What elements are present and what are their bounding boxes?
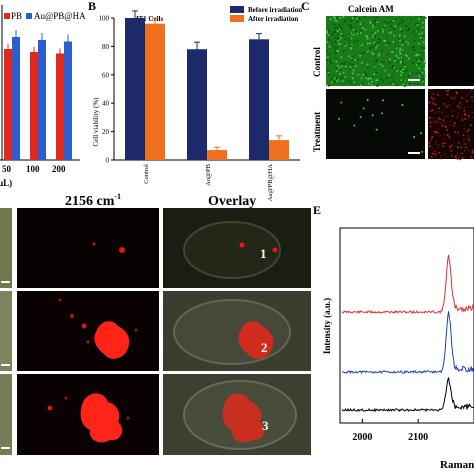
- bar: [207, 150, 227, 160]
- raman-dot: [119, 247, 125, 253]
- y-tick-label: 100: [99, 15, 110, 23]
- x-tick-label: 2000: [352, 432, 372, 443]
- header-overlay: Overlay: [208, 194, 256, 209]
- spectrum-line: [341, 377, 474, 413]
- scale-bar: [1, 281, 10, 283]
- bar-au-pb-ha: [12, 37, 20, 160]
- x-ticks: 2000 2100: [352, 419, 428, 443]
- spectrum-line: [341, 254, 474, 315]
- x-tick-label: 2100: [408, 432, 428, 443]
- brightfield-strip-2: [0, 291, 12, 371]
- overlay-dot: [239, 242, 245, 248]
- bar-pb: [56, 53, 64, 160]
- y-tick-label: 20: [102, 128, 110, 136]
- panel-b-label: B: [88, 0, 96, 13]
- scale-bar: [408, 79, 420, 81]
- row-label-control: Control: [312, 47, 322, 77]
- header-raman: 2156 cm-1: [65, 192, 121, 209]
- bar-au-pb-ha: [64, 41, 72, 160]
- cell-outline: [183, 221, 281, 279]
- cell-number-3: 3: [262, 418, 269, 433]
- green-speckle: [326, 16, 427, 87]
- legend-label-au: Au@PB@HA: [34, 11, 86, 21]
- tick-50: 50: [2, 164, 12, 174]
- raman-dot: [92, 242, 96, 246]
- legend-swatch: [230, 15, 244, 22]
- scale-bar: [408, 152, 420, 154]
- panel-c: C Calcein AM Control Treatment: [301, 0, 474, 161]
- image-calcein-control: [326, 16, 425, 86]
- green-dots: [338, 98, 424, 153]
- bar: [125, 18, 145, 160]
- bar: [145, 23, 165, 161]
- spectrum-line: [341, 311, 474, 375]
- brightfield-strip-1: [0, 208, 12, 288]
- y-axis-label: Intensity (a.u.): [322, 298, 332, 354]
- bar-au-pb-ha: [38, 40, 46, 160]
- legend-swatch-pb: [4, 13, 10, 19]
- panel-e: E Intensity (a.u.) 2000 2100 Raman: [313, 203, 474, 471]
- tick-100: 100: [26, 164, 40, 174]
- image-pi-control: [428, 16, 474, 86]
- column-header-calcein: Calcein AM: [348, 4, 394, 14]
- legend-swatch: [230, 6, 244, 13]
- plot-frame: [339, 227, 474, 424]
- overlay-dot: [272, 247, 278, 253]
- scale-bar: [1, 364, 10, 366]
- x-tick-label: Control: [143, 164, 150, 184]
- bar-pb: [30, 52, 38, 160]
- panel-b-chart: 0 20 40 60 80 100 Control Au@PB Au@PB@HA: [99, 10, 300, 202]
- y-tick-label: 0: [106, 157, 110, 165]
- overlay-blob-3: [222, 393, 265, 443]
- legend-swatch-au: [26, 13, 32, 19]
- panel-c-label: C: [301, 0, 310, 13]
- legend-label: After irradiation: [248, 15, 298, 23]
- cell-outline: [173, 299, 291, 365]
- cell-number-1: 1: [260, 246, 267, 261]
- header-raman-sup: -1: [114, 192, 121, 201]
- overlay-blob-2: [238, 321, 274, 359]
- bar-pb: [4, 49, 12, 160]
- row-label-treatment: Treatment: [312, 112, 322, 152]
- red-speckle: [428, 89, 474, 161]
- brightfield-strip-3: [0, 374, 12, 455]
- image-pi-treatment: [428, 89, 474, 159]
- scale-bar: [1, 447, 10, 449]
- x-axis-label: Raman: [440, 459, 474, 471]
- y-tick-label: 40: [102, 100, 110, 108]
- raman-image-2: [17, 291, 159, 371]
- cell-number-2: 2: [261, 340, 268, 355]
- panel-d: 2156 cm-1 Overlay: [0, 192, 311, 455]
- bar: [187, 49, 207, 160]
- y-tick-label: 60: [102, 71, 110, 79]
- raman-blob-3: [47, 393, 130, 443]
- panel-b-title: 4T1 Cells: [135, 15, 163, 23]
- legend-label-pb: PB: [11, 11, 22, 21]
- spectra: [341, 254, 474, 413]
- x-tick-label: Au@PB@HA: [267, 164, 274, 202]
- panel-b: B 4T1 Cells Cell viability (%) Before ir…: [88, 0, 302, 201]
- bar: [269, 140, 289, 160]
- tick-200: 200: [52, 164, 66, 174]
- panel-a: PB Au@PB@HA 50 100 200 μL): [0, 5, 86, 188]
- legend-label: Before irradiation: [248, 6, 302, 14]
- y-tick-label: 80: [102, 43, 110, 51]
- y-axis-label: Cell viability (%): [92, 97, 100, 147]
- panel-e-label: E: [313, 203, 321, 217]
- image-calcein-treatment: [326, 89, 425, 159]
- raman-blob-2: [58, 298, 138, 359]
- raman-image-1: [17, 208, 159, 288]
- xlabel-fragment: μL): [0, 178, 12, 188]
- bar: [249, 39, 269, 160]
- x-tick-label: Au@PB: [205, 163, 212, 186]
- panel-a-bars: [4, 30, 72, 160]
